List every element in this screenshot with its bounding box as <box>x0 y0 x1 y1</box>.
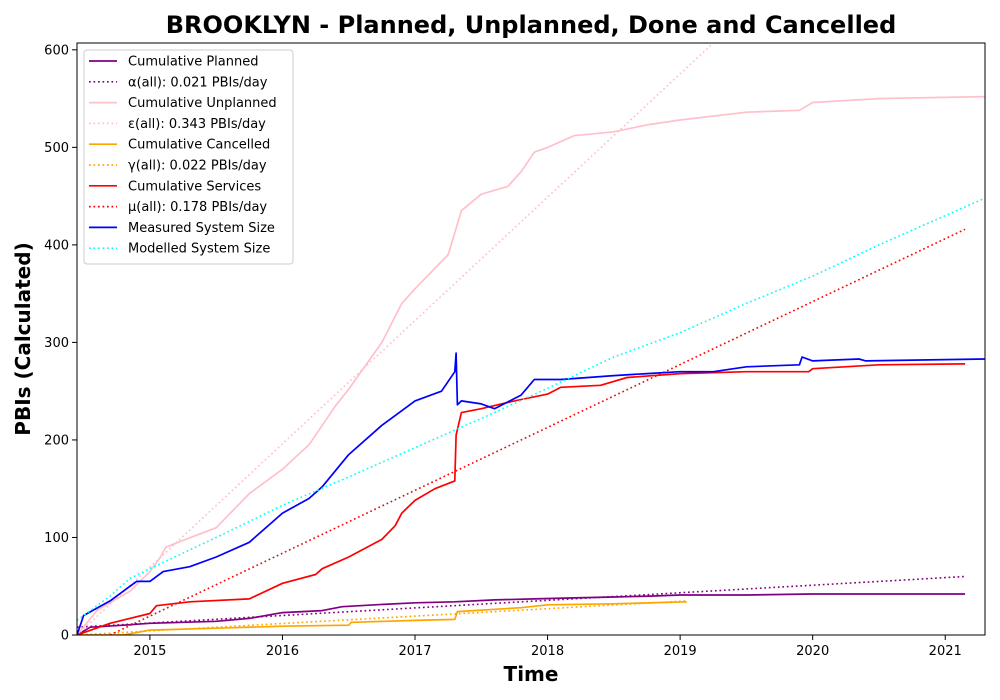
x-tick-label: 2019 <box>664 644 697 659</box>
y-tick-label: 400 <box>44 238 69 253</box>
x-tick-label: 2016 <box>266 644 299 659</box>
legend-label-1: α(all): 0.021 PBIs/day <box>128 75 268 90</box>
x-tick-label: 2015 <box>133 644 166 659</box>
series-line-5 <box>77 601 687 635</box>
legend: Cumulative Planned α(all): 0.021 PBIs/day… <box>84 50 293 264</box>
legend-label-7: μ(all): 0.178 PBIs/day <box>128 200 267 215</box>
legend-label-6: Cumulative Services <box>128 179 261 194</box>
legend-label-0: Cumulative Planned <box>128 55 258 70</box>
x-tick-label: 2021 <box>929 644 962 659</box>
legend-label-2: Cumulative Unplanned <box>128 96 277 111</box>
legend-label-9: Modelled System Size <box>128 242 270 257</box>
y-tick-label: 500 <box>44 141 69 156</box>
series-line-1 <box>77 577 965 628</box>
x-axis: 2015 2016 2017 2018 2019 2020 2021 <box>133 635 961 659</box>
legend-label-8: Measured System Size <box>128 221 275 236</box>
x-tick-label: 2017 <box>398 644 431 659</box>
y-tick-label: 300 <box>44 336 69 351</box>
legend-label-4: Cumulative Cancelled <box>128 138 270 153</box>
legend-label-3: ε(all): 0.343 PBIs/day <box>128 117 266 132</box>
chart-title: BROOKLYN - Planned, Unplanned, Done and … <box>166 11 897 39</box>
x-tick-label: 2018 <box>531 644 564 659</box>
y-axis: 0 100 200 300 400 500 600 <box>44 43 77 643</box>
y-tick-label: 200 <box>44 433 69 448</box>
x-tick-label: 2020 <box>796 644 829 659</box>
x-axis-label: Time <box>504 662 559 686</box>
legend-label-5: γ(all): 0.022 PBIs/day <box>128 159 267 174</box>
y-tick-label: 0 <box>61 629 69 644</box>
y-axis-label: PBIs (Calculated) <box>11 242 35 435</box>
y-tick-label: 100 <box>44 531 69 546</box>
y-tick-label: 600 <box>44 43 69 58</box>
series-line-7 <box>110 229 965 635</box>
